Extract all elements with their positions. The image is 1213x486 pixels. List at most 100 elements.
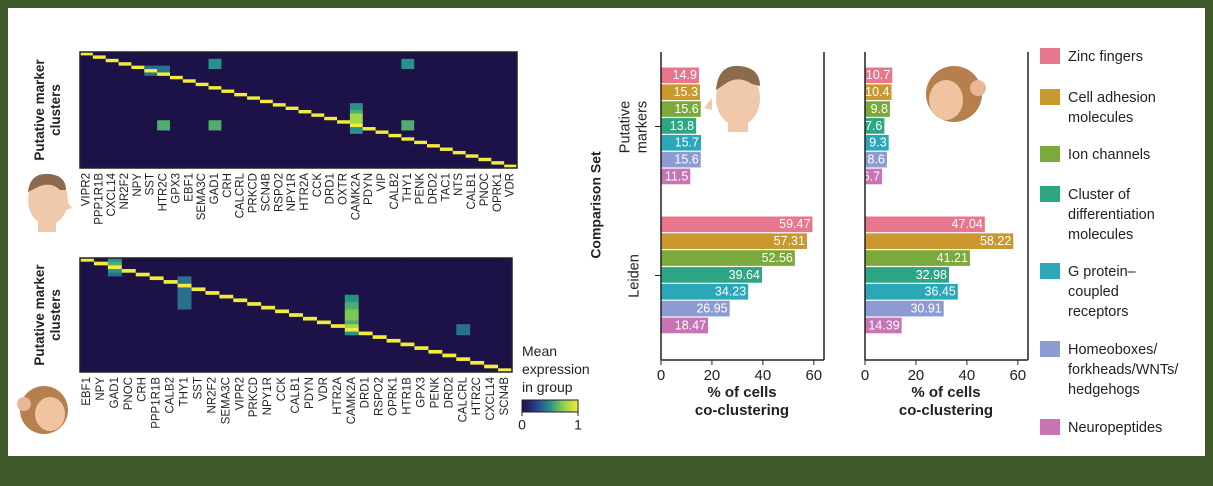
heatmap-cell [478, 140, 492, 145]
heatmap-cell [259, 55, 274, 60]
heatmap-cell [324, 130, 338, 135]
heatmap-cell [289, 258, 304, 263]
heatmap-cell [191, 338, 206, 343]
bar [865, 267, 949, 283]
heatmap-cell [195, 79, 209, 84]
heatmap-cell [388, 79, 402, 84]
heatmap-cell [498, 283, 513, 288]
heatmap-cell [362, 58, 377, 63]
heatmap-cell [337, 79, 351, 84]
heatmap-cell [261, 261, 276, 266]
heatmap-cell [169, 58, 184, 63]
heatmap-cell [498, 269, 513, 274]
heatmap-cell [121, 357, 137, 362]
bar-value-label: 32.98 [916, 268, 947, 282]
heatmap-cell [498, 335, 513, 340]
heatmap-cell [105, 127, 119, 131]
heatmap-cell [219, 272, 234, 277]
heatmap-cell [157, 157, 171, 162]
heatmap-cell [400, 283, 415, 288]
heatmap-cells [80, 52, 518, 169]
x-tick-label: DRD1 [325, 173, 337, 204]
heatmap-cell [362, 96, 377, 101]
heatmap-cell [311, 55, 325, 60]
heatmap-cell [275, 342, 290, 347]
heatmap-cell [452, 116, 466, 121]
heatmap-cell [261, 313, 276, 318]
heatmap-cell [456, 320, 471, 325]
heatmap-cell [135, 276, 151, 281]
heatmap-cell [358, 346, 374, 351]
heatmap-cell [247, 116, 261, 121]
heatmap-cell [195, 86, 209, 90]
heatmap-cell [491, 52, 505, 56]
heatmap-cell [233, 305, 248, 310]
heatmap-cell [233, 353, 248, 358]
heatmap-cell [478, 157, 492, 162]
heatmap-cell [427, 79, 441, 84]
heatmap-cell [478, 65, 492, 70]
heatmap-cell [298, 99, 312, 104]
heatmap-cell [439, 116, 454, 121]
heatmap-cell [491, 120, 505, 125]
heatmap-cell [247, 65, 261, 70]
heatmap-cell [414, 137, 428, 142]
heatmap-cell [285, 161, 299, 165]
heatmap-cell [427, 96, 441, 101]
heatmap-cell [93, 357, 109, 362]
heatmap-cell [414, 305, 429, 310]
heatmap-cell [182, 75, 197, 80]
heatmap-cell [386, 335, 401, 340]
heatmap-cell [80, 324, 95, 329]
heatmap-cell [401, 133, 415, 138]
heatmap-cell [414, 298, 429, 303]
heatmap-cell [349, 72, 364, 77]
heatmap-cell [93, 280, 109, 285]
heatmap-cell [92, 161, 107, 165]
heatmap-cell [205, 283, 220, 288]
heatmap-cell [349, 123, 364, 128]
heatmap-cell [414, 269, 429, 274]
heatmap-cell [316, 305, 332, 310]
heatmap-cell [182, 116, 197, 121]
heatmap-cell [107, 261, 123, 266]
heatmap-cell [375, 123, 389, 128]
heatmap-cell [163, 291, 178, 296]
heatmap-cell [144, 52, 158, 56]
heatmap-cell [169, 103, 184, 107]
heatmap-cell [191, 305, 206, 310]
heatmap-cell [80, 82, 94, 87]
heatmap-cell [427, 75, 441, 80]
heatmap-cell [344, 280, 360, 285]
heatmap-cell [149, 327, 165, 332]
heatmap-cell [261, 360, 276, 366]
heatmap-cell [177, 342, 192, 347]
heatmap-cell [219, 364, 234, 369]
heatmap-cell [349, 96, 364, 101]
heatmap-cell [311, 110, 325, 114]
heatmap-cell [169, 147, 184, 152]
heatmap-cell [135, 349, 151, 355]
heatmap-cell [504, 133, 518, 138]
x-tick-label: CRH [222, 173, 234, 198]
heatmap-cell [285, 72, 299, 77]
heatmap-cell [414, 272, 429, 277]
heatmap-cell [414, 65, 428, 70]
heatmap-cell [105, 55, 119, 60]
heatmap-cell [105, 113, 119, 118]
heatmap-cell [465, 133, 479, 138]
heatmap-cell [330, 269, 346, 274]
heatmap-cell [362, 157, 377, 162]
heatmap-cell [358, 309, 374, 314]
heatmap-cell [131, 157, 145, 162]
heatmap-cell [478, 123, 492, 128]
heatmap-cell [177, 368, 192, 373]
heatmap-cell [465, 137, 479, 142]
heatmap-cell [149, 305, 165, 310]
bar [661, 300, 730, 317]
heatmap-cell [144, 82, 158, 87]
heatmap-cell [442, 349, 457, 355]
heatmap-cell [80, 65, 94, 70]
heatmap-cell [259, 150, 274, 155]
heatmap-cell [456, 368, 471, 373]
